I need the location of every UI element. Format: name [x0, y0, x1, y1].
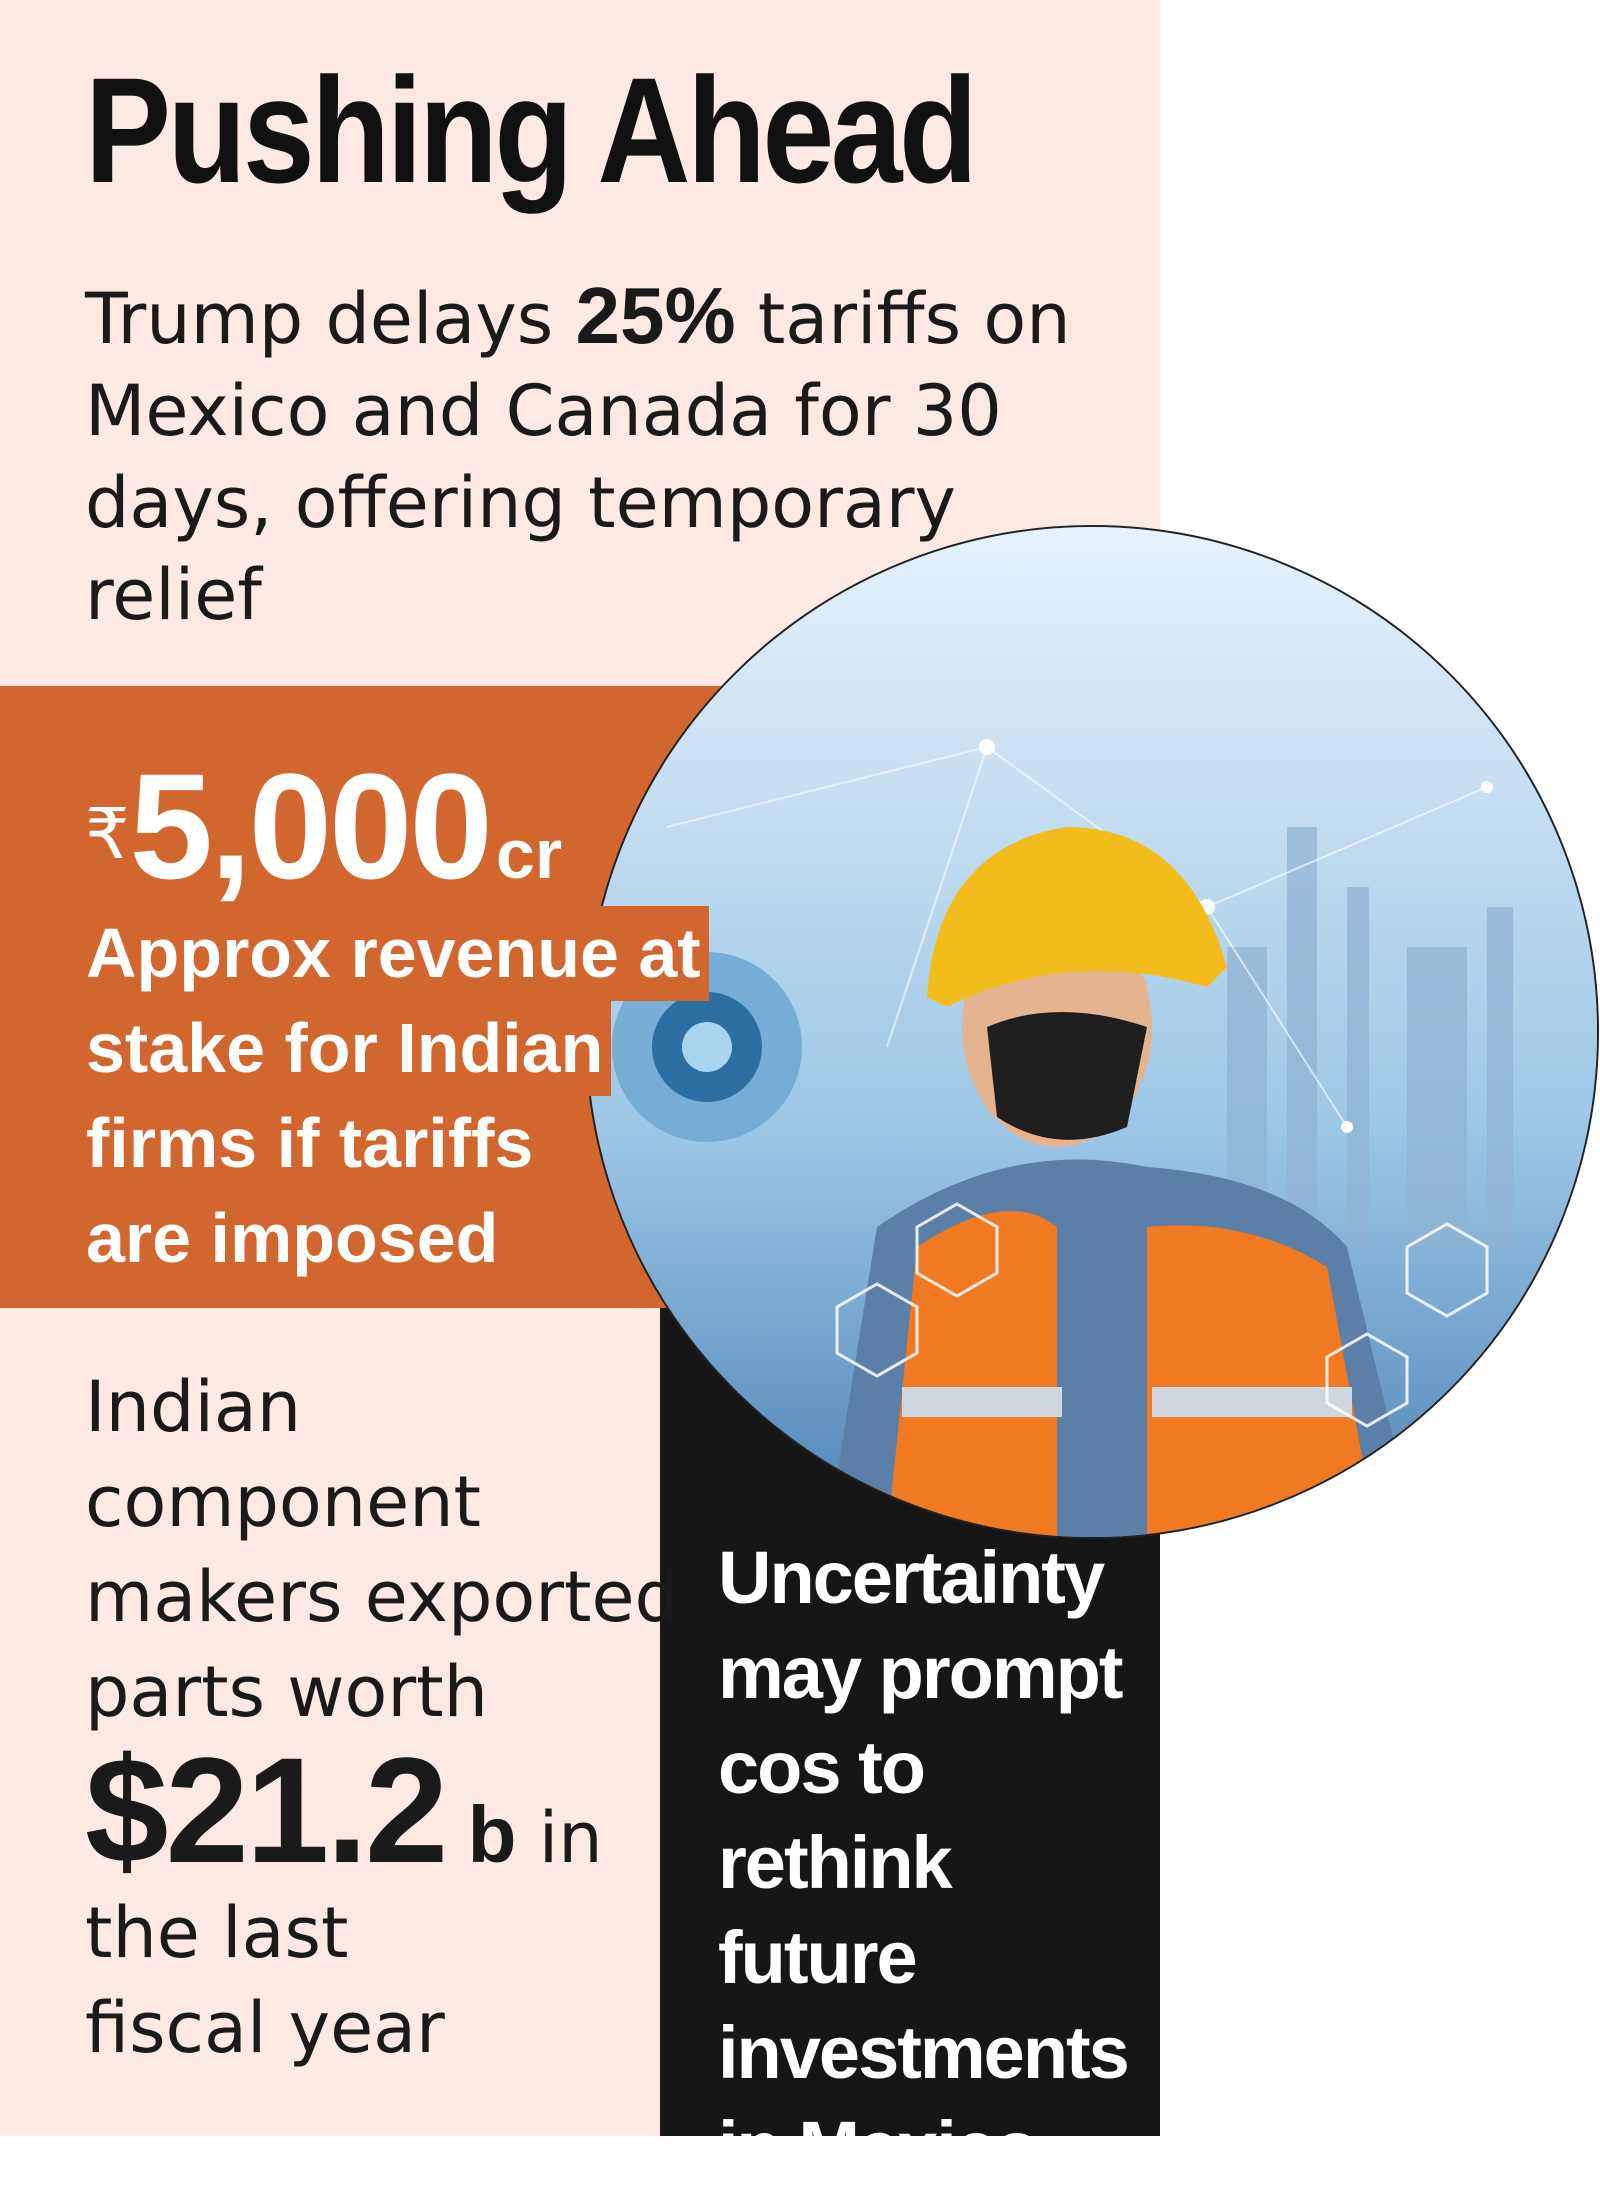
exports-amount: $21.2 — [85, 1726, 448, 1894]
exports-line: parts worth — [85, 1651, 488, 1733]
exports-line: makers exported — [85, 1556, 679, 1638]
headline-lead: Trump delays 25% tariffs on Mexico and C… — [85, 270, 1135, 641]
headline-title: Pushing Ahead — [85, 46, 978, 214]
exports-amount-after: in — [516, 1797, 603, 1879]
exports-line: Indian — [85, 1366, 302, 1448]
industrial-worker-illustration-icon — [585, 525, 1599, 1539]
lead-text-after: tariffs on Mexico and Canada for 30 days… — [85, 278, 1071, 636]
outlook-line: may prompt — [718, 1631, 1124, 1714]
outlook-line: cos to rethink — [718, 1726, 953, 1904]
exports-line: the last — [85, 1892, 349, 1974]
outlook-line: future — [718, 1916, 918, 1999]
revenue-caption-line: stake for Indian — [78, 1001, 612, 1096]
revenue-caption: Approx revenue at stake for Indian firms… — [78, 906, 718, 1286]
exports-statement: Indian component makers exported parts w… — [85, 1360, 685, 2076]
revenue-amount: ₹5,000cr — [85, 740, 562, 913]
outlook-line: in Mexico — [718, 2106, 1039, 2189]
exports-line: component — [85, 1461, 482, 1543]
revenue-value: 5,000 — [129, 742, 493, 910]
exports-line: fiscal year — [85, 1987, 445, 2069]
revenue-unit: cr — [495, 815, 563, 893]
revenue-caption-line: firms if tariffs — [78, 1096, 542, 1191]
outlook-line: investments — [718, 2011, 1130, 2094]
exports-amount-unit: b — [467, 1790, 517, 1879]
rupee-symbol: ₹ — [85, 795, 130, 873]
outlook-statement: Uncertainty may prompt cos to rethink fu… — [718, 1530, 1138, 2195]
revenue-caption-line: Approx revenue at — [78, 906, 709, 1001]
revenue-caption-line: are imposed — [78, 1191, 507, 1286]
outlook-line: Uncertainty — [718, 1536, 1105, 1619]
tariff-percentage: 25% — [575, 271, 736, 360]
lead-text-before: Trump delays — [85, 278, 576, 360]
